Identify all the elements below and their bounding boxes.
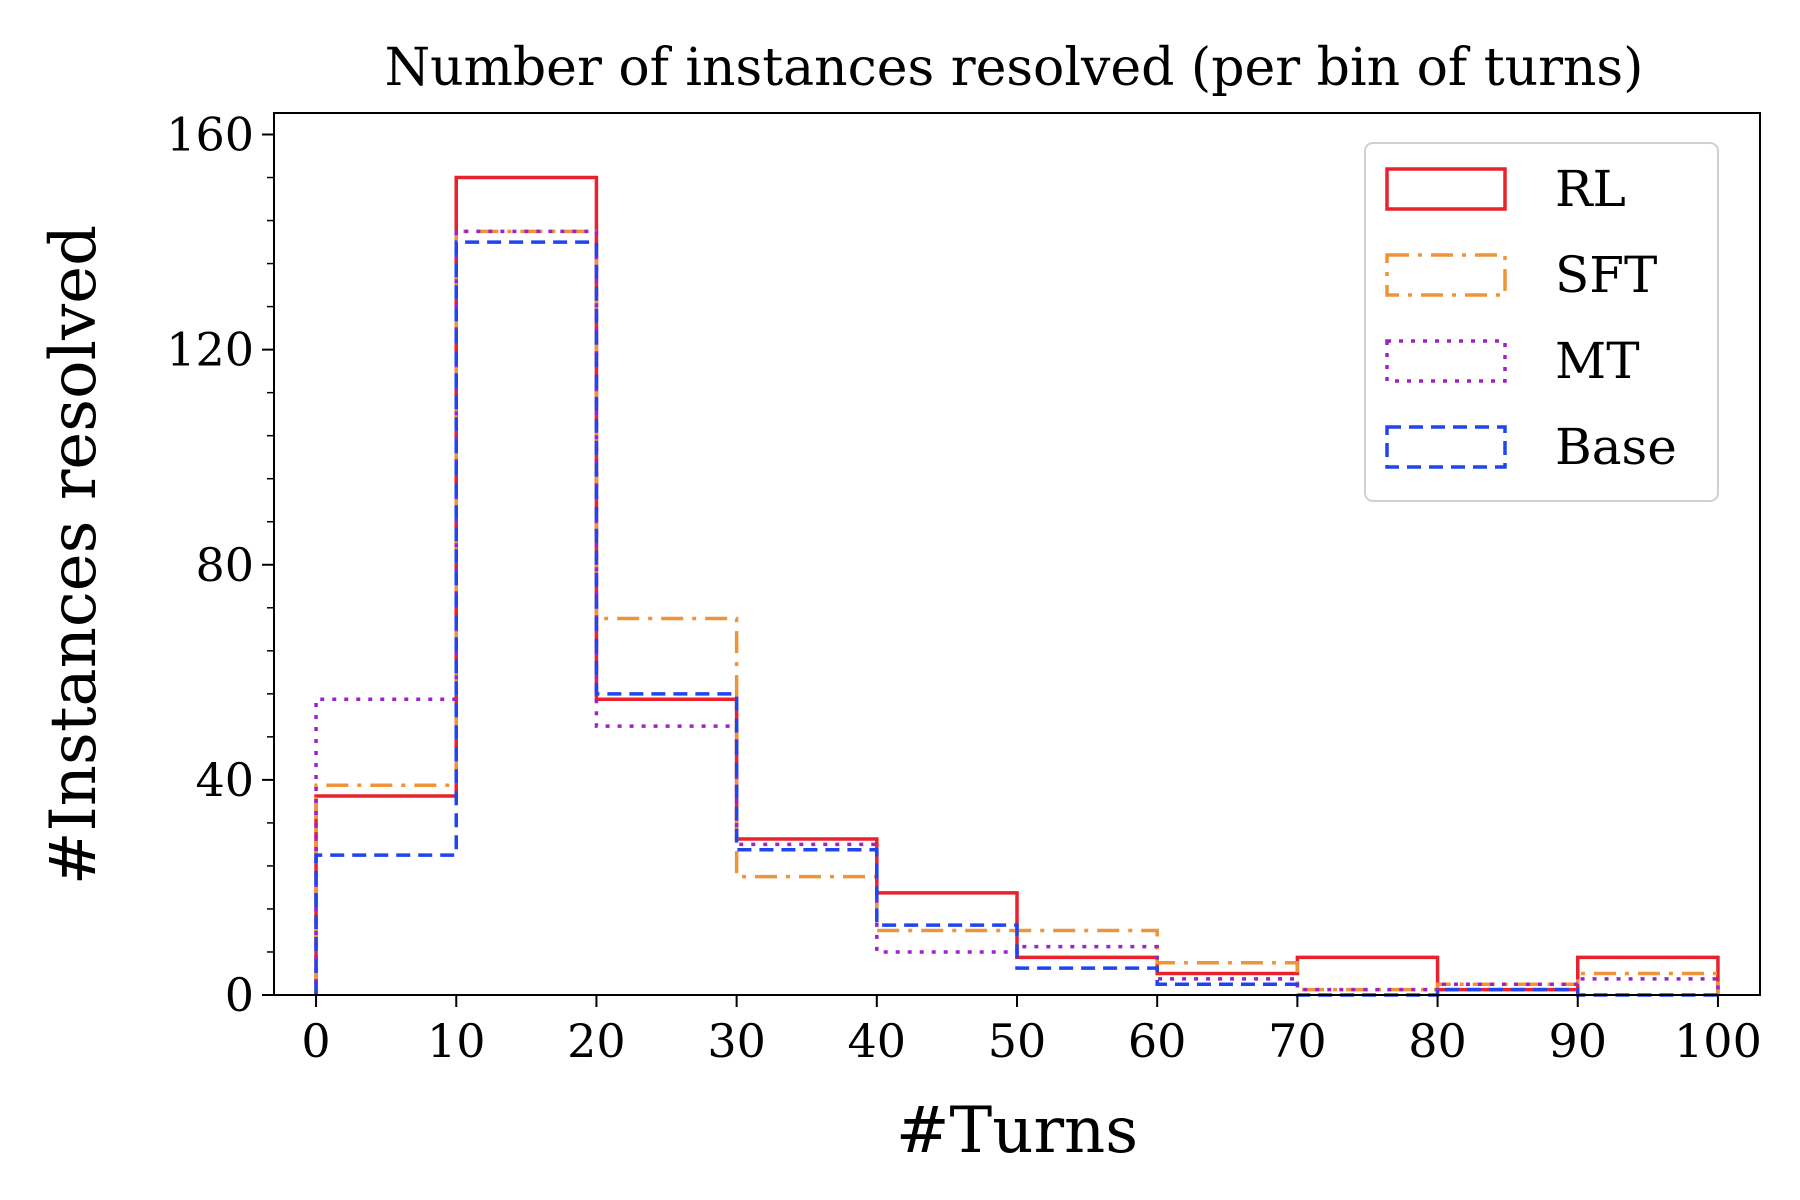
series-base-step [314, 240, 1718, 997]
y-tick-label: 0 [225, 968, 254, 1022]
x-tick-label: 100 [1674, 1014, 1762, 1068]
legend-label-mt: MT [1555, 332, 1640, 390]
x-tick-label: 20 [567, 1014, 626, 1068]
x-tick-label: 80 [1408, 1014, 1467, 1068]
y-tick-label: 80 [195, 538, 254, 592]
chart-title: Number of instances resolved (per bin of… [385, 38, 1644, 98]
x-tick-label: 40 [848, 1014, 907, 1068]
x-tick-label: 30 [707, 1014, 766, 1068]
y-tick-label: 160 [166, 108, 254, 162]
x-tick-label: 50 [988, 1014, 1047, 1068]
legend-label-base: Base [1555, 418, 1677, 476]
y-axis-label: #Instances resolved [37, 225, 111, 885]
legend-swatch-sft [1385, 253, 1507, 297]
x-axis-label: #Turns [896, 1094, 1138, 1168]
series-layer [314, 175, 1720, 997]
x-axis: 0 10 20 30 40 50 60 70 80 90 100 [301, 995, 1762, 1068]
y-tick-label: 120 [166, 323, 254, 377]
x-tick-label: 10 [427, 1014, 486, 1068]
x-tick-label: 70 [1268, 1014, 1327, 1068]
x-tick-label: 0 [301, 1014, 330, 1068]
x-tick-label: 90 [1548, 1014, 1607, 1068]
legend: RL SFT MT Base [1364, 142, 1719, 502]
y-axis: 0 40 80 120 160 [166, 108, 274, 1022]
legend-box [1364, 142, 1719, 502]
legend-swatch-base [1385, 425, 1507, 469]
legend-label-sft: SFT [1555, 246, 1657, 304]
legend-label-rl: RL [1555, 160, 1626, 218]
y-tick-label: 40 [195, 753, 254, 807]
legend-swatch-mt [1385, 339, 1507, 383]
x-tick-label: 60 [1128, 1014, 1187, 1068]
legend-swatch-rl [1385, 167, 1507, 211]
